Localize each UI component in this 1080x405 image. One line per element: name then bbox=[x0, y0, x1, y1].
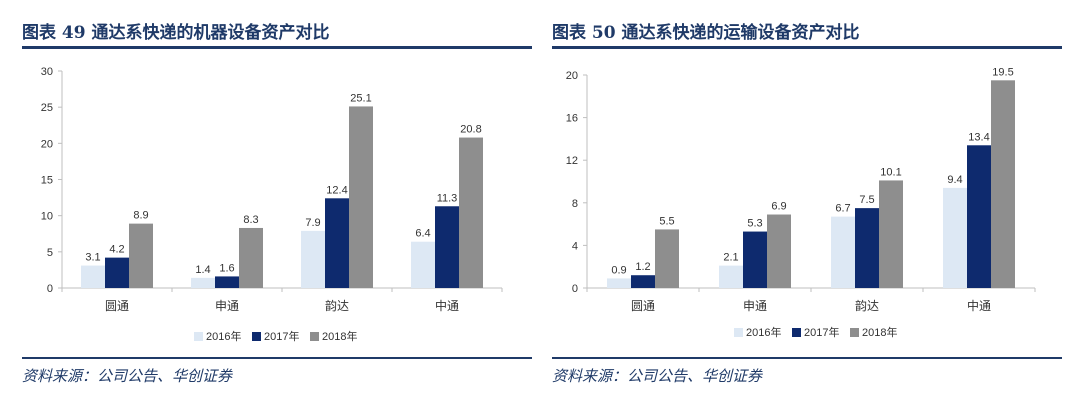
data-label: 1.6 bbox=[219, 262, 234, 274]
y-tick-label: 20 bbox=[566, 70, 578, 82]
category-label: 申通 bbox=[215, 299, 239, 313]
bar bbox=[459, 137, 483, 288]
bar bbox=[719, 265, 743, 288]
legend-label: 2017年 bbox=[264, 329, 299, 343]
data-label: 4.2 bbox=[109, 244, 124, 256]
bar bbox=[943, 187, 967, 288]
bar bbox=[435, 206, 459, 288]
left-source-rule bbox=[22, 357, 532, 359]
y-tick-label: 5 bbox=[47, 247, 53, 259]
data-label: 9.4 bbox=[947, 174, 962, 186]
left-panel: 图表 49 通达系快递的机器设备资产对比 0 5 10 15 20 25 30 3.1 4.2 8… bbox=[22, 0, 532, 405]
category-label: 韵达 bbox=[325, 298, 349, 313]
right-bar-chart: 0 4 8 12 16 20 0.9 1.2 5.5 圆通 2.1 5.3 6.9 申通 6.7 7.5 10.… bbox=[566, 66, 1036, 339]
bar bbox=[215, 276, 239, 288]
legend-swatch bbox=[792, 328, 801, 337]
data-label: 7.5 bbox=[859, 194, 874, 206]
bar bbox=[991, 80, 1015, 288]
bar bbox=[105, 257, 129, 288]
right-source-note: 资料来源：公司公告、华创证券 bbox=[552, 367, 763, 385]
bar bbox=[239, 227, 263, 288]
legend-swatch bbox=[310, 332, 319, 341]
data-label: 8.9 bbox=[133, 210, 148, 222]
legend-label: 2016年 bbox=[206, 329, 241, 343]
data-label: 6.7 bbox=[835, 203, 850, 215]
bar bbox=[607, 278, 631, 288]
right-panel: 图表 50 通达系快递的运输设备资产对比 0 4 8 12 16 20 0.9 1.2 5.5 圆… bbox=[552, 0, 1062, 405]
category-label: 申通 bbox=[743, 299, 767, 313]
data-label: 3.1 bbox=[85, 252, 100, 264]
data-label: 6.4 bbox=[415, 228, 430, 240]
data-label: 10.1 bbox=[880, 166, 901, 178]
left-source-note: 资料来源：公司公告、华创证券 bbox=[22, 367, 233, 385]
bar bbox=[129, 223, 153, 288]
category-label: 圆通 bbox=[631, 299, 655, 313]
data-label: 19.5 bbox=[992, 66, 1013, 78]
bar bbox=[655, 229, 679, 288]
y-tick-label: 12 bbox=[566, 155, 578, 167]
data-label: 5.5 bbox=[659, 215, 674, 227]
legend-label: 2018年 bbox=[862, 325, 897, 339]
data-label: 1.2 bbox=[635, 261, 650, 273]
y-tick-label: 4 bbox=[572, 240, 578, 252]
data-label: 6.9 bbox=[771, 201, 786, 213]
left-bar-chart: 0 5 10 15 20 25 30 3.1 4.2 8.9 圆通 1.4 1.6 8.3 申通 7.9 12.… bbox=[41, 66, 503, 343]
y-tick-label: 25 bbox=[41, 102, 53, 114]
category-label: 中通 bbox=[967, 298, 991, 313]
left-chart-title: 图表 49 通达系快递的机器设备资产对比 bbox=[22, 23, 330, 43]
category-label: 圆通 bbox=[105, 299, 129, 313]
y-tick-label: 15 bbox=[41, 175, 53, 187]
data-label: 11.3 bbox=[437, 192, 458, 204]
left-title-rule bbox=[22, 46, 532, 49]
legend-label: 2018年 bbox=[322, 329, 357, 343]
data-label: 0.9 bbox=[611, 264, 626, 276]
bar bbox=[81, 265, 105, 288]
bar bbox=[743, 231, 767, 288]
data-label: 7.9 bbox=[305, 217, 320, 229]
legend-swatch bbox=[850, 328, 859, 337]
data-label: 25.1 bbox=[350, 92, 371, 104]
right-title-rule bbox=[552, 46, 1062, 49]
y-tick-label: 0 bbox=[572, 283, 578, 295]
y-tick-label: 0 bbox=[47, 283, 53, 295]
y-tick-label: 20 bbox=[41, 138, 53, 150]
bar bbox=[411, 241, 435, 288]
legend-swatch bbox=[252, 332, 261, 341]
legend-swatch bbox=[734, 328, 743, 337]
right-source-rule bbox=[552, 357, 1062, 359]
bar bbox=[831, 216, 855, 288]
category-label: 中通 bbox=[435, 298, 459, 313]
bar bbox=[967, 145, 991, 288]
bar bbox=[325, 198, 349, 288]
bar bbox=[767, 214, 791, 288]
bar bbox=[301, 230, 325, 288]
legend-label: 2017年 bbox=[804, 325, 839, 339]
bar bbox=[349, 106, 373, 289]
category-label: 韵达 bbox=[855, 298, 879, 313]
bar bbox=[191, 277, 215, 288]
data-label: 20.8 bbox=[460, 124, 481, 136]
data-label: 2.1 bbox=[723, 252, 738, 264]
data-label: 5.3 bbox=[747, 218, 762, 230]
right-chart-title: 图表 50 通达系快递的运输设备资产对比 bbox=[552, 23, 860, 43]
bar bbox=[879, 180, 903, 288]
y-tick-label: 10 bbox=[41, 211, 53, 223]
data-label: 12.4 bbox=[326, 184, 347, 196]
y-tick-label: 16 bbox=[566, 113, 578, 125]
data-label: 8.3 bbox=[243, 214, 258, 226]
y-tick-label: 8 bbox=[572, 198, 578, 210]
bar bbox=[631, 275, 655, 288]
data-label: 1.4 bbox=[195, 264, 210, 276]
data-label: 13.4 bbox=[968, 131, 989, 143]
y-tick-label: 30 bbox=[41, 66, 53, 78]
legend-swatch bbox=[194, 332, 203, 341]
bar bbox=[855, 208, 879, 288]
legend-label: 2016年 bbox=[746, 325, 781, 339]
